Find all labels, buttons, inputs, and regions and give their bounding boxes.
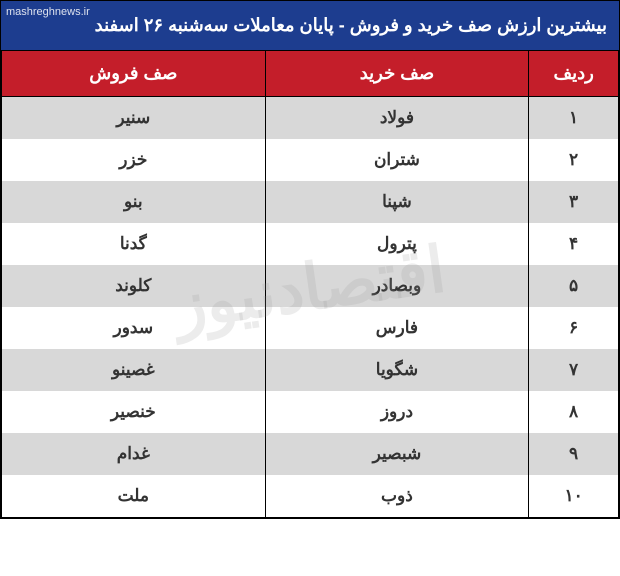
cell-rank: ۳ — [529, 181, 619, 223]
cell-rank: ۱ — [529, 97, 619, 140]
cell-sell: خزر — [2, 139, 266, 181]
page-title: بیشترین ارزش صف خرید و فروش - پایان معام… — [1, 1, 619, 50]
col-header-buy: صف خرید — [265, 51, 529, 97]
cell-buy: وبصادر — [265, 265, 529, 307]
queue-table: ردیف صف خرید صف فروش ۱فولادسنیر ۲شترانخز… — [1, 50, 619, 518]
table-row: ۶فارسسدور — [2, 307, 619, 349]
cell-rank: ۱۰ — [529, 475, 619, 518]
table-row: ۲شترانخزر — [2, 139, 619, 181]
cell-buy: شپنا — [265, 181, 529, 223]
cell-buy: فارس — [265, 307, 529, 349]
source-label: mashreghnews.ir — [6, 6, 90, 18]
cell-rank: ۹ — [529, 433, 619, 475]
table-row: ۹شبصیرغدام — [2, 433, 619, 475]
cell-sell: گدنا — [2, 223, 266, 265]
cell-rank: ۲ — [529, 139, 619, 181]
cell-rank: ۴ — [529, 223, 619, 265]
cell-buy: شبصیر — [265, 433, 529, 475]
col-header-rank: ردیف — [529, 51, 619, 97]
cell-sell: غصینو — [2, 349, 266, 391]
cell-buy: پترول — [265, 223, 529, 265]
table-row: ۱فولادسنیر — [2, 97, 619, 140]
table-row: ۱۰ذوبملت — [2, 475, 619, 518]
cell-rank: ۵ — [529, 265, 619, 307]
table-row: ۸دروزخنصیر — [2, 391, 619, 433]
cell-sell: خنصیر — [2, 391, 266, 433]
cell-buy: ذوب — [265, 475, 529, 518]
cell-sell: ملت — [2, 475, 266, 518]
cell-buy: شگویا — [265, 349, 529, 391]
cell-sell: بنو — [2, 181, 266, 223]
cell-sell: سدور — [2, 307, 266, 349]
table-body: ۱فولادسنیر ۲شترانخزر ۳شپنابنو ۴پترولگدنا… — [2, 97, 619, 518]
cell-buy: دروز — [265, 391, 529, 433]
cell-rank: ۷ — [529, 349, 619, 391]
cell-buy: شتران — [265, 139, 529, 181]
cell-sell: کلوند — [2, 265, 266, 307]
table-row: ۳شپنابنو — [2, 181, 619, 223]
table-row: ۴پترولگدنا — [2, 223, 619, 265]
cell-rank: ۶ — [529, 307, 619, 349]
table-row: ۵وبصادرکلوند — [2, 265, 619, 307]
cell-buy: فولاد — [265, 97, 529, 140]
cell-rank: ۸ — [529, 391, 619, 433]
cell-sell: غدام — [2, 433, 266, 475]
col-header-sell: صف فروش — [2, 51, 266, 97]
table-row: ۷شگویاغصینو — [2, 349, 619, 391]
table-container: بیشترین ارزش صف خرید و فروش - پایان معام… — [0, 0, 620, 519]
cell-sell: سنیر — [2, 97, 266, 140]
